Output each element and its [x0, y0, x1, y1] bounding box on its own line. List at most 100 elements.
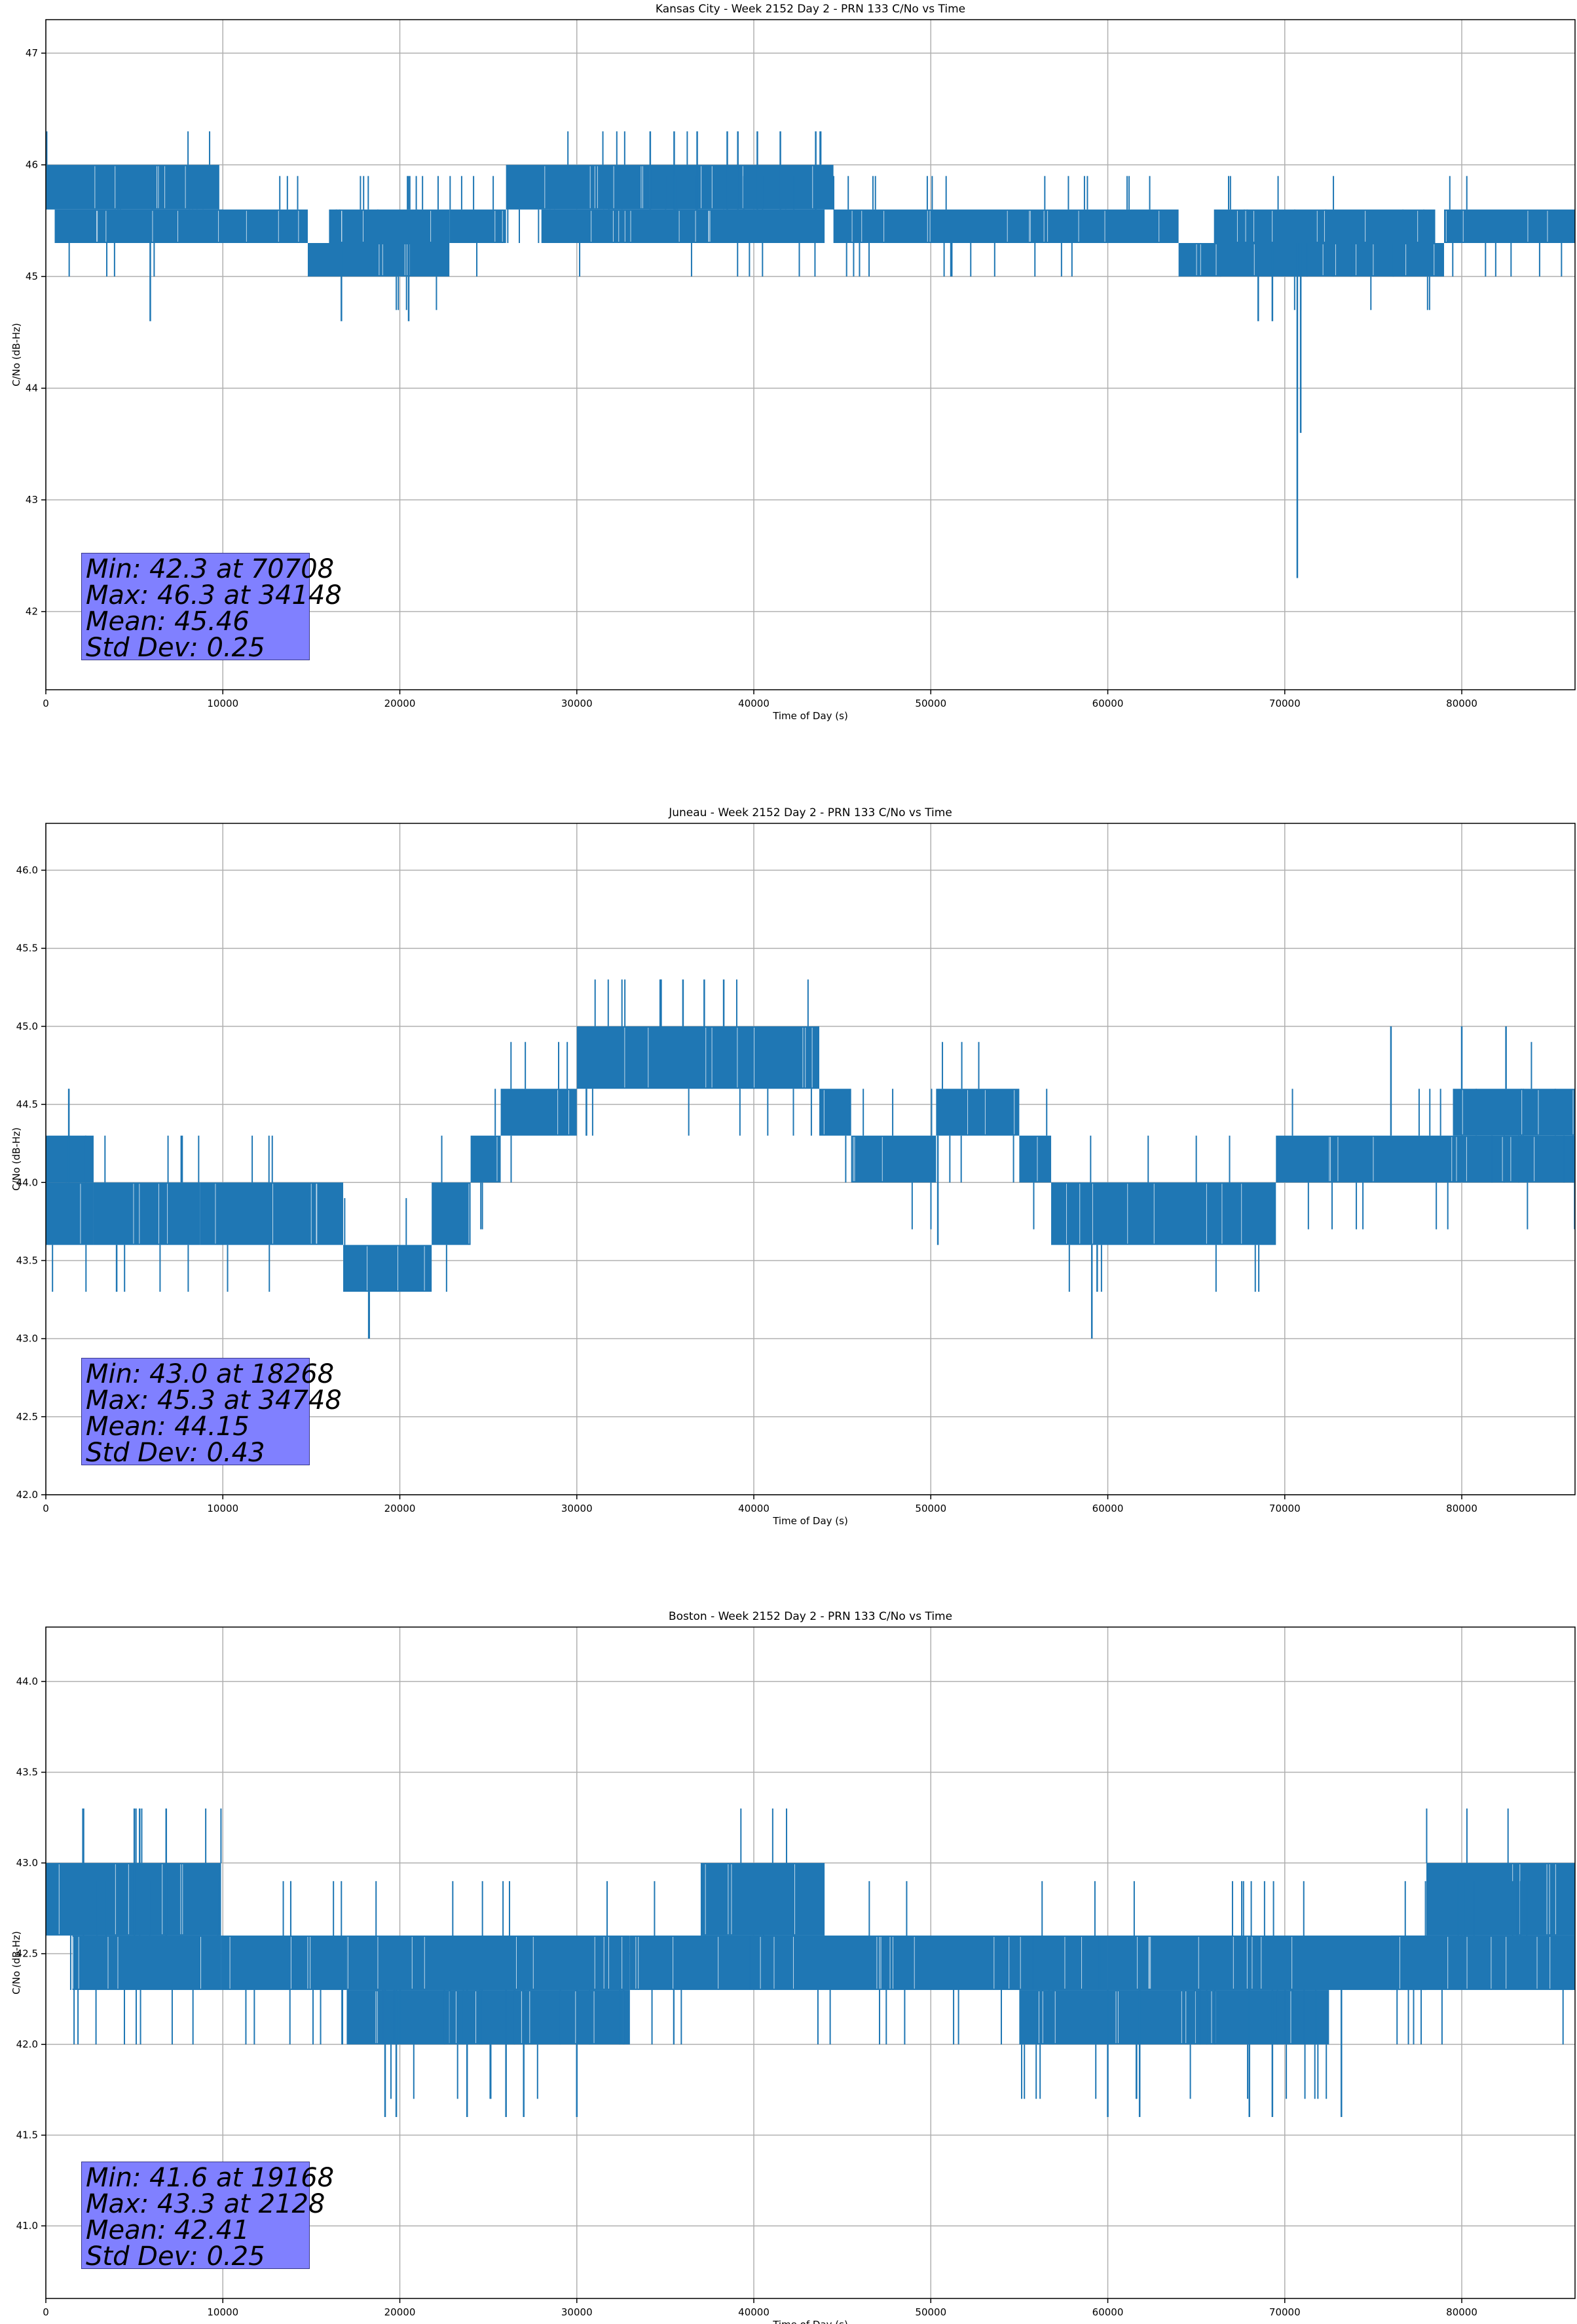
axes-frame	[45, 823, 1576, 1495]
y-tick-label: 42.5	[16, 1948, 38, 1960]
y-tick-label: 45.0	[16, 1021, 38, 1032]
y-tick-label: 41.0	[16, 2220, 38, 2232]
y-tick-label: 45	[26, 271, 38, 282]
y-tick-label: 42	[26, 606, 38, 618]
x-tick-label: 10000	[207, 698, 238, 709]
x-tick-label: 20000	[384, 1503, 416, 1514]
x-tick-label: 70000	[1269, 1503, 1301, 1514]
data-band	[46, 1135, 94, 1183]
data-band	[819, 1089, 851, 1136]
x-tick-label: 70000	[1269, 698, 1301, 709]
data-band	[1276, 1135, 1373, 1183]
data-band	[449, 209, 506, 243]
data-band	[1373, 1135, 1575, 1183]
x-tick-label: 60000	[1092, 1503, 1124, 1514]
x-tick-label: 50000	[915, 2306, 946, 2318]
y-tick-label: 43.0	[16, 1333, 38, 1345]
stats-annotation: Min: 42.3 at 70708 Max: 46.3 at 34148 Mean…	[81, 553, 342, 663]
data-band	[221, 1935, 347, 1991]
x-tick-label: 40000	[738, 1503, 770, 1514]
data-band	[93, 1182, 200, 1245]
data-band	[1019, 1990, 1108, 2045]
data-band	[200, 1182, 344, 1245]
axes-frame	[45, 19, 1576, 690]
data-band	[307, 243, 450, 277]
x-tick-label: 50000	[915, 1503, 946, 1514]
y-axis-label: C/No (dB-Hz)	[10, 323, 22, 386]
x-tick-label: 10000	[207, 1503, 238, 1514]
chart-panel-2: 0 10000 20000 30000 40000 50000 60000 70000 8000…	[10, 1610, 1576, 2324]
x-axis-label: Time of Day (s)	[772, 1515, 848, 1527]
y-tick-label: 43.5	[16, 1254, 38, 1266]
y-tick-label: 47	[26, 47, 38, 59]
y-tick-label: 43	[26, 494, 38, 506]
data-band	[1019, 1135, 1052, 1183]
x-tick-label: 40000	[738, 698, 770, 709]
x-tick-label: 60000	[1092, 2306, 1124, 2318]
stats-line: Mean: 45.46	[86, 607, 250, 637]
data-band	[506, 164, 834, 210]
stats-line: Max: 43.3 at 2128	[86, 2189, 325, 2219]
x-tick-label: 70000	[1269, 2306, 1301, 2318]
data-band	[219, 209, 308, 243]
chart-title: Juneau - Week 2152 Day 2 - PRN 133 C/No …	[668, 806, 952, 819]
x-tick-label: 10000	[207, 2306, 238, 2318]
data-band	[936, 1089, 1020, 1136]
x-tick-label: 80000	[1446, 2306, 1477, 2318]
data-band	[851, 1135, 937, 1183]
x-tick-label: 20000	[384, 2306, 416, 2318]
data-band	[500, 1089, 577, 1136]
x-tick-label: 40000	[738, 2306, 770, 2318]
stats-annotation: Min: 41.6 at 19168 Max: 43.3 at 2128 Mean:…	[81, 2162, 334, 2270]
x-tick-label: 0	[43, 2306, 49, 2318]
data-band	[46, 1863, 221, 1936]
x-tick-label: 0	[43, 698, 49, 709]
chart-panel-1: 0 10000 20000 30000 40000 50000 60000 70000 8000…	[10, 806, 1576, 1527]
y-tick-label: 42.0	[16, 2038, 38, 2050]
data-band	[343, 1245, 432, 1292]
y-tick-label: 46.0	[16, 865, 38, 876]
data-band	[1444, 209, 1575, 243]
chart-title: Kansas City - Week 2152 Day 2 - PRN 133 …	[656, 3, 965, 16]
data-band	[541, 209, 825, 243]
series-line	[46, 131, 1575, 578]
data-band	[1051, 1182, 1276, 1245]
data-band	[1107, 1935, 1426, 1991]
stats-line: Max: 45.3 at 34748	[86, 1385, 342, 1415]
x-tick-label: 50000	[915, 698, 946, 709]
y-tick-label: 46	[26, 159, 38, 171]
stats-line: Std Dev: 0.43	[86, 1438, 265, 1468]
y-axis-label: C/No (dB-Hz)	[10, 1127, 22, 1191]
data-band	[46, 1182, 94, 1245]
y-tick-label: 42.5	[16, 1411, 38, 1423]
y-tick-label: 44.0	[16, 1176, 38, 1188]
x-tick-label: 60000	[1092, 698, 1124, 709]
data-band	[1426, 1863, 1575, 1936]
data-band	[629, 1935, 1108, 1991]
series-line	[46, 1809, 1575, 2117]
x-tick-label: 0	[43, 1503, 49, 1514]
stats-line: Mean: 44.15	[86, 1412, 250, 1442]
data-band	[470, 1135, 501, 1183]
x-tick-label: 20000	[384, 698, 416, 709]
stats-line: Max: 46.3 at 34148	[86, 580, 342, 610]
y-tick-label: 45.5	[16, 943, 38, 954]
axes-frame	[45, 1626, 1576, 2299]
y-tick-label: 44	[26, 383, 38, 394]
data-band	[700, 1863, 825, 1936]
data-band	[1390, 1935, 1575, 1991]
data-band	[54, 209, 223, 243]
y-tick-label: 43.0	[16, 1857, 38, 1869]
stats-line: Mean: 42.41	[86, 2215, 250, 2245]
stats-line: Min: 42.3 at 70708	[86, 554, 335, 584]
y-tick-label: 41.5	[16, 2129, 38, 2141]
y-tick-label: 43.5	[16, 1767, 38, 1778]
data-band	[833, 209, 1179, 243]
y-tick-label: 44.0	[16, 1676, 38, 1687]
y-tick-label: 44.5	[16, 1098, 38, 1110]
x-tick-label: 80000	[1446, 1503, 1477, 1514]
data-band	[1178, 243, 1445, 277]
stats-line: Std Dev: 0.25	[86, 633, 265, 663]
y-tick-label: 42.0	[16, 1489, 38, 1501]
